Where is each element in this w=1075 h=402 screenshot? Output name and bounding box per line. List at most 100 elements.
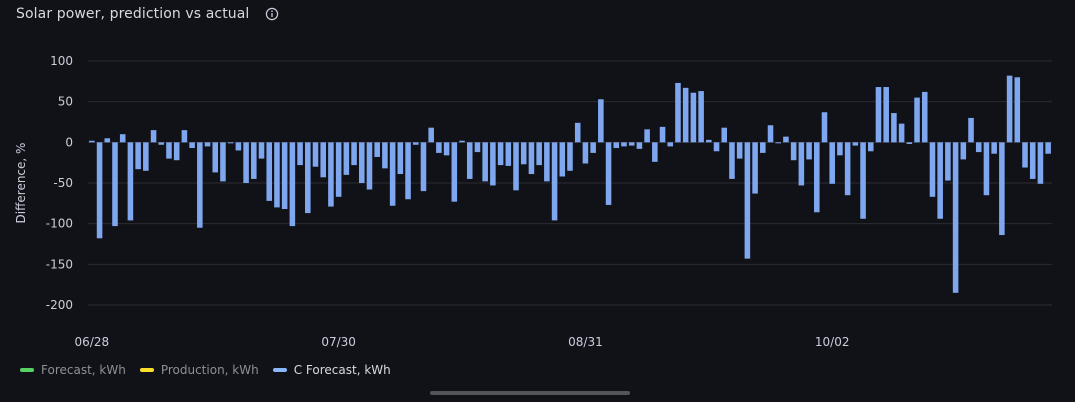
bar[interactable] (605, 142, 612, 205)
bar[interactable] (852, 142, 859, 146)
bar[interactable] (891, 113, 897, 143)
legend-item-forecast[interactable]: Forecast, kWh (20, 363, 126, 377)
bar[interactable] (412, 142, 419, 145)
bar[interactable] (189, 142, 195, 149)
bar[interactable] (281, 142, 288, 210)
bar[interactable] (235, 142, 242, 151)
bar[interactable] (1029, 142, 1036, 179)
bar[interactable] (520, 142, 527, 165)
bar[interactable] (559, 142, 566, 177)
bar[interactable] (143, 142, 149, 171)
bar[interactable] (952, 142, 959, 293)
bar[interactable] (443, 142, 450, 156)
bar[interactable] (1037, 142, 1044, 184)
bar[interactable] (227, 142, 234, 144)
legend-item-c-forecast[interactable]: C Forecast, kWh (272, 363, 391, 377)
bar[interactable] (351, 142, 357, 166)
bar[interactable] (428, 127, 434, 143)
bar[interactable] (821, 112, 828, 143)
bar[interactable] (1006, 75, 1013, 143)
bar[interactable] (158, 142, 165, 145)
bar[interactable] (744, 142, 751, 259)
bar[interactable] (598, 99, 604, 143)
bar[interactable] (644, 129, 650, 143)
bar[interactable] (436, 142, 442, 153)
bar[interactable] (991, 142, 997, 154)
bar[interactable] (274, 142, 280, 208)
bar[interactable] (867, 142, 874, 152)
bar[interactable] (698, 91, 704, 143)
bar[interactable] (513, 142, 519, 191)
bar[interactable] (96, 142, 103, 239)
bar[interactable] (713, 142, 720, 152)
bar[interactable] (675, 82, 681, 143)
bar[interactable] (297, 142, 303, 166)
legend-item-production[interactable]: Production, kWh (139, 363, 259, 377)
bar[interactable] (551, 142, 558, 221)
bar[interactable] (790, 142, 797, 161)
bar[interactable] (975, 142, 982, 153)
bar[interactable] (197, 142, 203, 228)
bar[interactable] (736, 142, 743, 159)
bar[interactable] (359, 142, 365, 183)
bar[interactable] (343, 142, 350, 175)
bar[interactable] (814, 142, 820, 213)
bar[interactable] (420, 142, 427, 192)
bar[interactable] (505, 142, 512, 166)
bar[interactable] (1045, 142, 1051, 154)
bar[interactable] (459, 140, 465, 143)
bar[interactable] (1022, 142, 1028, 168)
bar[interactable] (536, 142, 542, 166)
bar[interactable] (837, 142, 843, 156)
bar[interactable] (721, 127, 728, 143)
bar[interactable] (528, 142, 535, 175)
bar[interactable] (1014, 77, 1021, 143)
bar[interactable] (582, 142, 589, 164)
bar[interactable] (929, 142, 936, 197)
horizontal-scrollbar[interactable] (430, 391, 630, 395)
bar[interactable] (251, 142, 257, 179)
bar[interactable] (945, 142, 951, 181)
bar[interactable] (204, 142, 211, 147)
bar[interactable] (921, 91, 928, 143)
bar[interactable] (999, 142, 1005, 236)
bar[interactable] (320, 142, 326, 178)
bar[interactable] (574, 122, 581, 143)
bar[interactable] (806, 142, 812, 160)
bar[interactable] (621, 142, 627, 147)
bar[interactable] (544, 142, 550, 182)
bar[interactable] (968, 117, 974, 143)
bar[interactable] (914, 97, 920, 143)
bar[interactable] (613, 142, 620, 149)
bar[interactable] (335, 142, 342, 197)
bar[interactable] (150, 130, 157, 143)
bar[interactable] (181, 130, 188, 143)
bar[interactable] (135, 142, 141, 170)
bar[interactable] (220, 142, 226, 182)
bar[interactable] (883, 87, 889, 143)
bar[interactable] (682, 87, 689, 143)
info-circle-icon[interactable] (265, 7, 279, 21)
bar[interactable] (258, 142, 265, 159)
bar[interactable] (775, 142, 781, 144)
bar[interactable] (312, 142, 319, 167)
bar[interactable] (374, 142, 380, 157)
bar[interactable] (305, 142, 311, 214)
bar[interactable] (706, 139, 712, 143)
bar[interactable] (798, 142, 805, 186)
bar[interactable] (212, 142, 219, 173)
bar[interactable] (860, 142, 866, 219)
bar[interactable] (652, 142, 658, 162)
bar[interactable] (119, 134, 126, 143)
bar[interactable] (243, 142, 249, 183)
bar[interactable] (474, 142, 481, 153)
bar[interactable] (983, 142, 990, 196)
bar[interactable] (112, 142, 118, 227)
bar[interactable] (397, 142, 404, 175)
bar[interactable] (166, 142, 172, 159)
bar[interactable] (667, 142, 674, 147)
bar[interactable] (289, 142, 296, 227)
bar[interactable] (760, 142, 766, 153)
bar[interactable] (829, 142, 835, 184)
bar[interactable] (783, 136, 789, 143)
